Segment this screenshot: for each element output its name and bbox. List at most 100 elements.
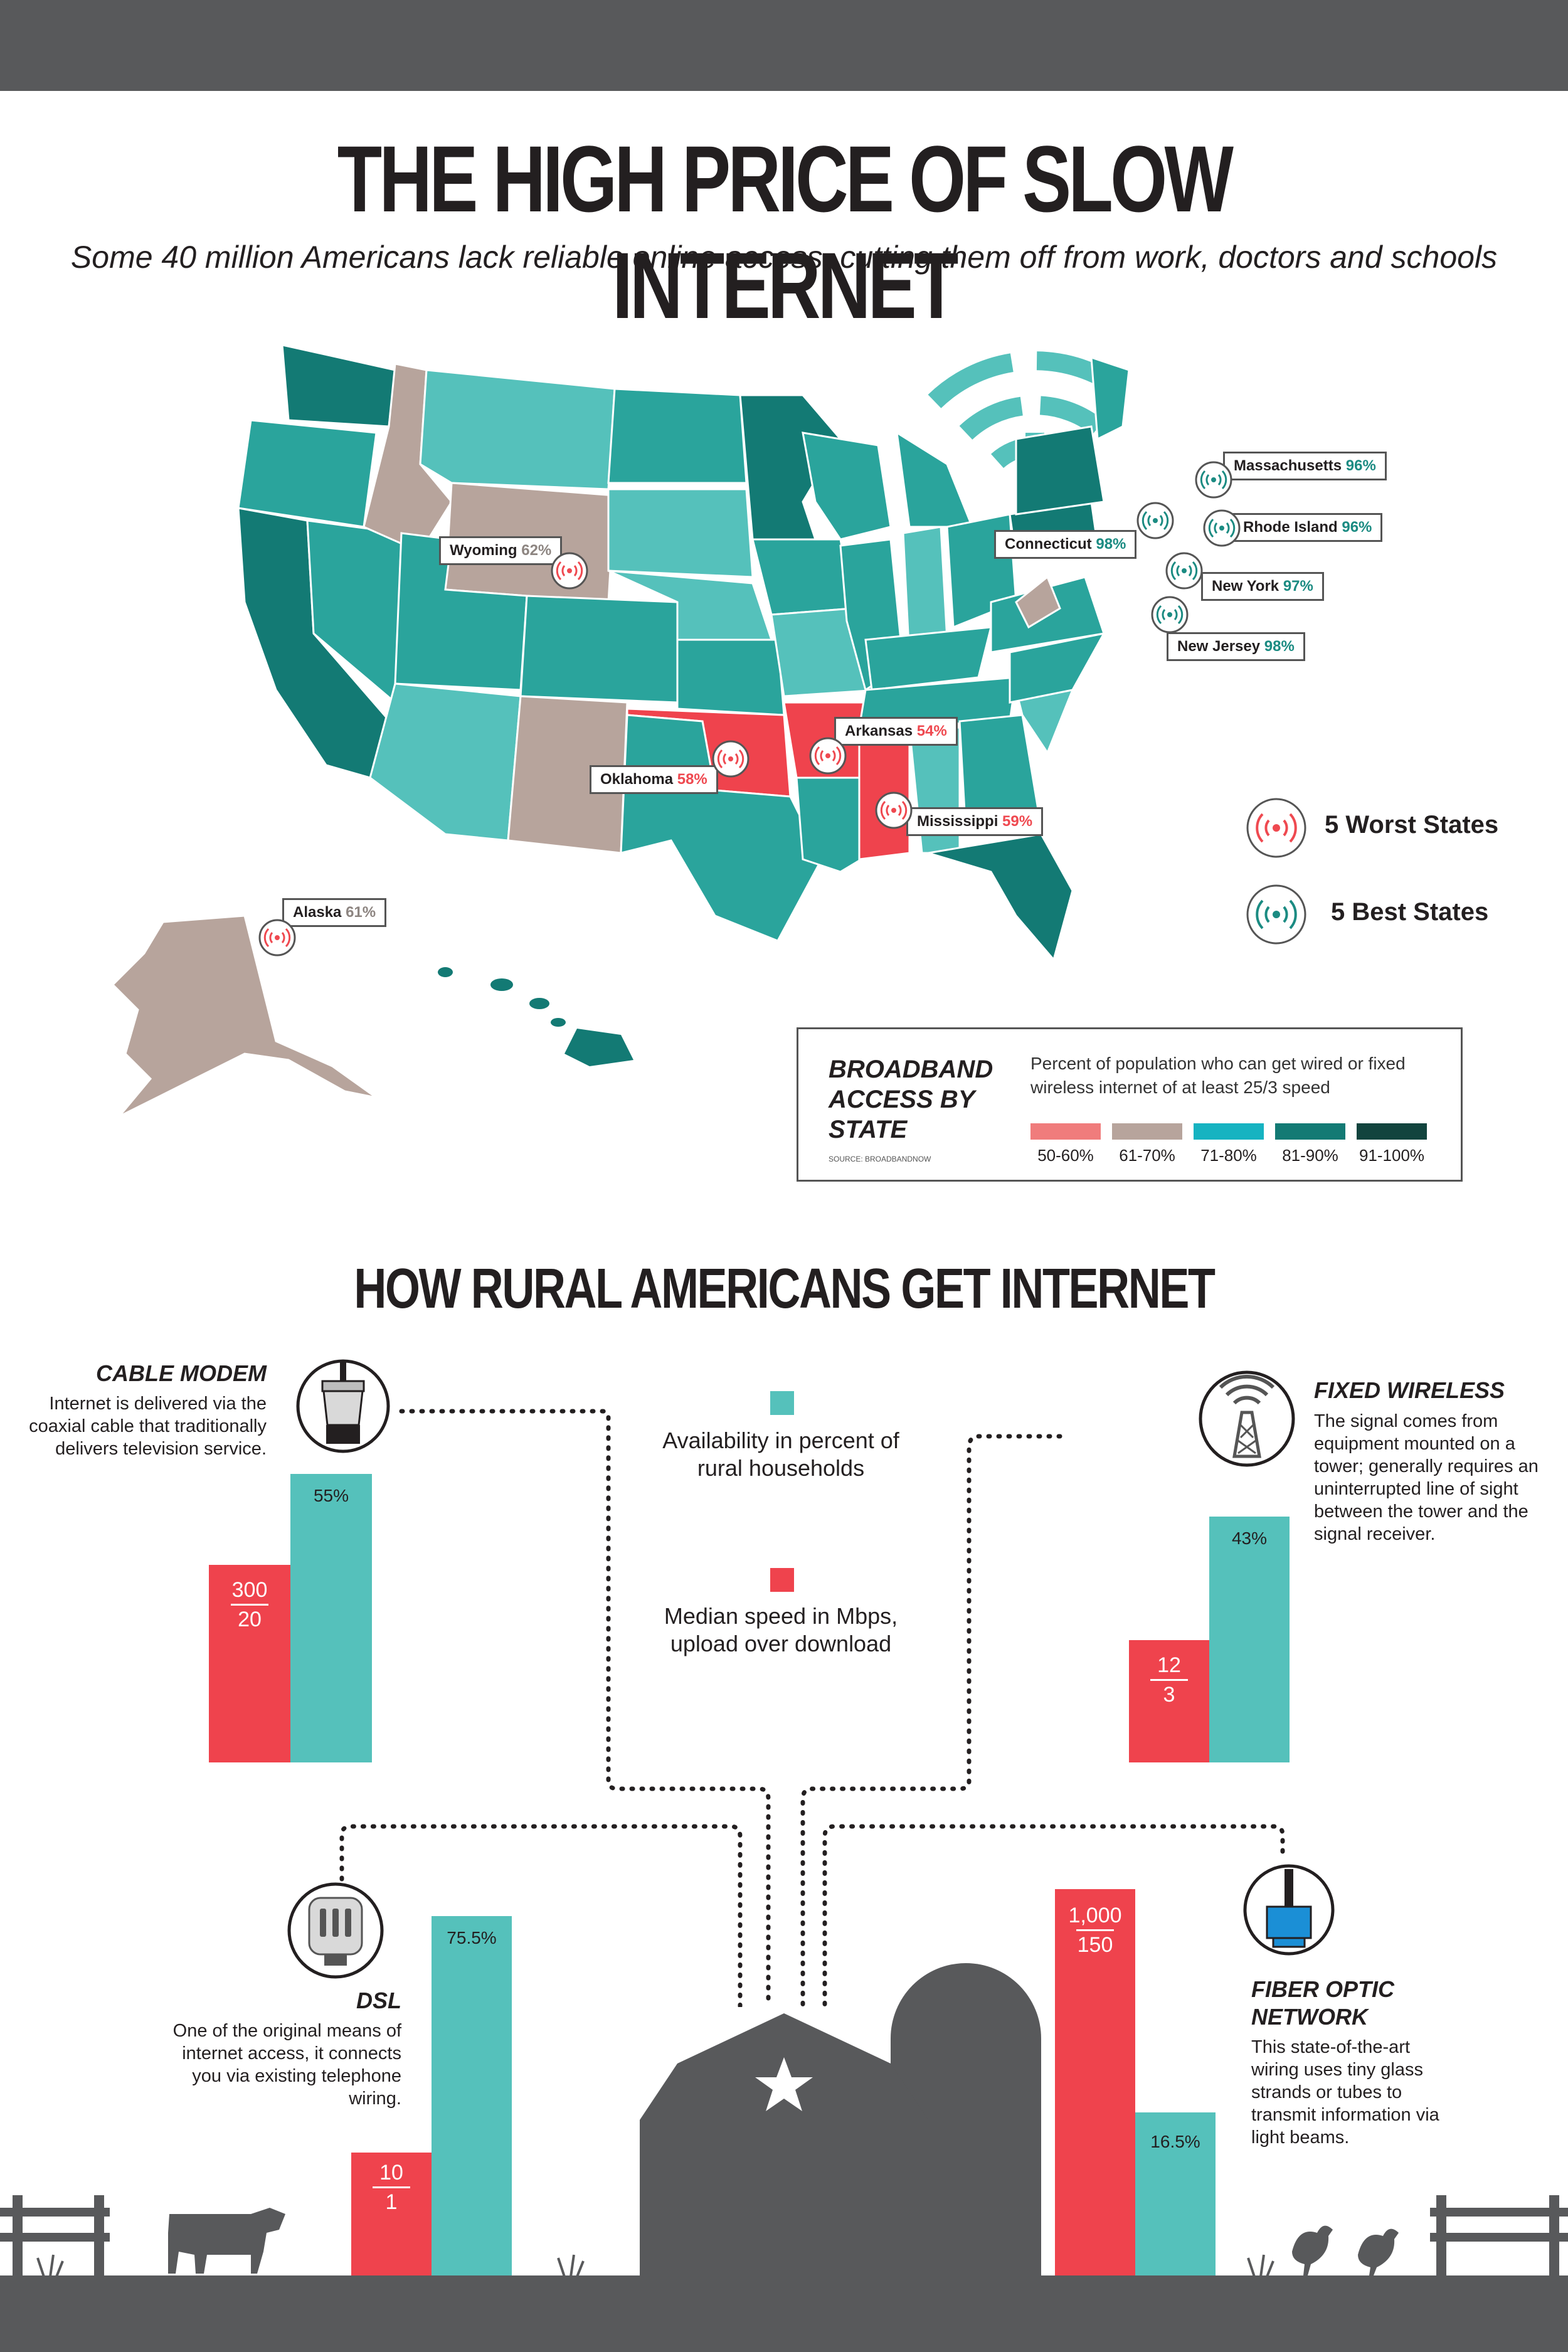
cable-download-speed: 300: [231, 1578, 268, 1602]
cable-availability-bar: 55%: [290, 1474, 372, 1762]
state-michigan: [896, 431, 974, 528]
signal-icon-oklahoma: [712, 740, 750, 778]
legend-swatch-61-70: [1112, 1123, 1182, 1140]
fiber-availability-label: 16.5%: [1150, 2132, 1200, 2151]
fiber-connector-icon: [1243, 1864, 1335, 1956]
fiber-download-speed: 1,000: [1068, 1904, 1122, 1927]
state-wisconsin: [802, 432, 892, 541]
fixed-availability-label: 43%: [1231, 1528, 1268, 1548]
fixed-availability-bar: 43%: [1209, 1517, 1290, 1762]
cable-availability-label: 55%: [313, 1486, 349, 1505]
callout-rhode-island: Rhode Island 96%: [1232, 513, 1383, 542]
best-states-icon: [1246, 884, 1306, 945]
state-arizona: [369, 682, 522, 842]
signal-icon-rhode-island: [1203, 509, 1241, 547]
worst-states-label: 5 Worst States: [1325, 811, 1499, 839]
dsl-speed-bar: 10 1: [351, 2153, 432, 2275]
alaska-map: [111, 914, 377, 1118]
fiber-optic-title: FIBER OPTIC NETWORK: [1251, 1976, 1395, 2030]
fixed-download-speed: 12: [1157, 1653, 1181, 1677]
worst-states-icon: [1246, 798, 1306, 858]
signal-icon-new-york: [1165, 552, 1203, 590]
page-subtitle: Some 40 million Americans lack reliable …: [70, 240, 1498, 275]
chicken-icon: [1292, 2225, 1333, 2275]
callout-alaska: Alaska 61%: [282, 898, 387, 927]
broadband-legend: BROADBAND ACCESS BY STATE SOURCE: BROADB…: [797, 1027, 1463, 1182]
fiber-speed-bar: 1,000 150: [1055, 1889, 1135, 2275]
cable-modem-description: Internet is delivered via the coaxial ca…: [29, 1394, 267, 1459]
callout-massachusetts: Massachusetts 96%: [1223, 452, 1387, 480]
signal-icon-alaska: [258, 919, 296, 956]
legend-swatch-50-60: [1030, 1123, 1101, 1140]
state-louisiana: [795, 776, 873, 873]
signal-icon-massachusetts: [1195, 461, 1232, 499]
state-new-york: [1015, 425, 1105, 516]
signal-icon-wyoming: [551, 552, 588, 590]
bottom-bar: [0, 2275, 1568, 2352]
fixed-wireless-title: FIXED WIRELESS: [1314, 1377, 1505, 1403]
state-west-virginia: [1015, 575, 1061, 629]
callout-mississippi: Mississippi 59%: [906, 807, 1044, 836]
rural-section-title: HOW RURAL AMERICANS GET INTERNET: [354, 1258, 1216, 1320]
fiber-upload-speed: 150: [1077, 1933, 1113, 1957]
availability-key-swatch: [770, 1391, 794, 1415]
state-north-dakota: [607, 388, 748, 484]
dsl-upload-speed: 1: [385, 2190, 398, 2214]
callout-wyoming: Wyoming 62%: [439, 536, 563, 565]
state-maine: [1090, 356, 1129, 441]
legend-label-71-80: 71-80%: [1200, 1146, 1257, 1165]
dsl-download-speed: 10: [379, 2161, 403, 2185]
dsl-availability-bar: 75.5%: [432, 1916, 512, 2275]
cable-upload-speed: 20: [238, 1608, 262, 1631]
dsl-description: One of the original means of internet ac…: [172, 2021, 401, 2109]
state-kansas: [676, 638, 785, 716]
callout-arkansas: Arkansas 54%: [834, 717, 958, 746]
fence-icon: [0, 2195, 110, 2277]
availability-key-label: Availability in percent of rural househo…: [662, 1428, 899, 1481]
dsl-availability-label: 75.5%: [447, 1928, 497, 1947]
legend-source: SOURCE: BROADBANDNOW: [829, 1155, 931, 1163]
signal-icon-connecticut: [1136, 502, 1174, 539]
fixed-upload-speed: 3: [1163, 1683, 1175, 1707]
fixed-wireless-description: The signal comes from equipment mounted …: [1314, 1411, 1539, 1544]
speed-key-swatch: [770, 1568, 794, 1592]
coaxial-plug-icon: [296, 1359, 390, 1453]
legend-swatch-91-100: [1357, 1123, 1427, 1140]
legend-description: Percent of population who can get wired …: [1030, 1054, 1406, 1097]
state-washington: [281, 344, 396, 428]
legend-label-91-100: 91-100%: [1359, 1146, 1425, 1165]
legend-swatch-81-90: [1275, 1123, 1345, 1140]
legend-label-81-90: 81-90%: [1282, 1146, 1338, 1165]
legend-label-50-60: 50-60%: [1037, 1146, 1094, 1165]
callout-oklahoma: Oklahoma 58%: [590, 765, 718, 794]
state-iowa: [751, 538, 854, 616]
barn-icon: [640, 2013, 928, 2277]
legend-label-61-70: 61-70%: [1119, 1146, 1175, 1165]
phone-jack-icon: [287, 1882, 384, 1979]
callout-new-jersey: New Jersey 98%: [1167, 632, 1305, 661]
best-states-label: 5 Best States: [1331, 898, 1489, 926]
connector-lines: [339, 1409, 1285, 2007]
hawaii-map: [438, 967, 633, 1066]
us-map: [238, 344, 1129, 962]
state-colorado: [519, 595, 679, 704]
state-south-dakota: [607, 488, 754, 578]
state-montana: [419, 369, 616, 490]
state-florida: [928, 833, 1074, 962]
callout-new-york: New York 97%: [1201, 572, 1324, 601]
legend-swatch-71-80: [1194, 1123, 1264, 1140]
cow-icon: [168, 2208, 285, 2274]
signal-icon-arkansas: [809, 737, 847, 775]
legend-title: BROADBAND ACCESS BY STATE: [829, 1056, 993, 1143]
star-icon: [755, 2057, 813, 2111]
fixed-speed-bar: 12 3: [1129, 1640, 1209, 1762]
cable-modem-title: CABLE MODEM: [96, 1360, 267, 1386]
top-bar: [0, 0, 1568, 91]
state-kentucky: [864, 626, 992, 691]
cable-speed-bar: 300 20: [209, 1565, 290, 1762]
fiber-availability-bar: 16.5%: [1135, 2112, 1216, 2275]
signal-icon-new-jersey: [1151, 596, 1189, 633]
tower-icon: [1199, 1370, 1295, 1467]
signal-icon-mississippi: [875, 792, 913, 829]
page-title: THE HIGH PRICE OF SLOW INTERNET: [337, 126, 1234, 338]
